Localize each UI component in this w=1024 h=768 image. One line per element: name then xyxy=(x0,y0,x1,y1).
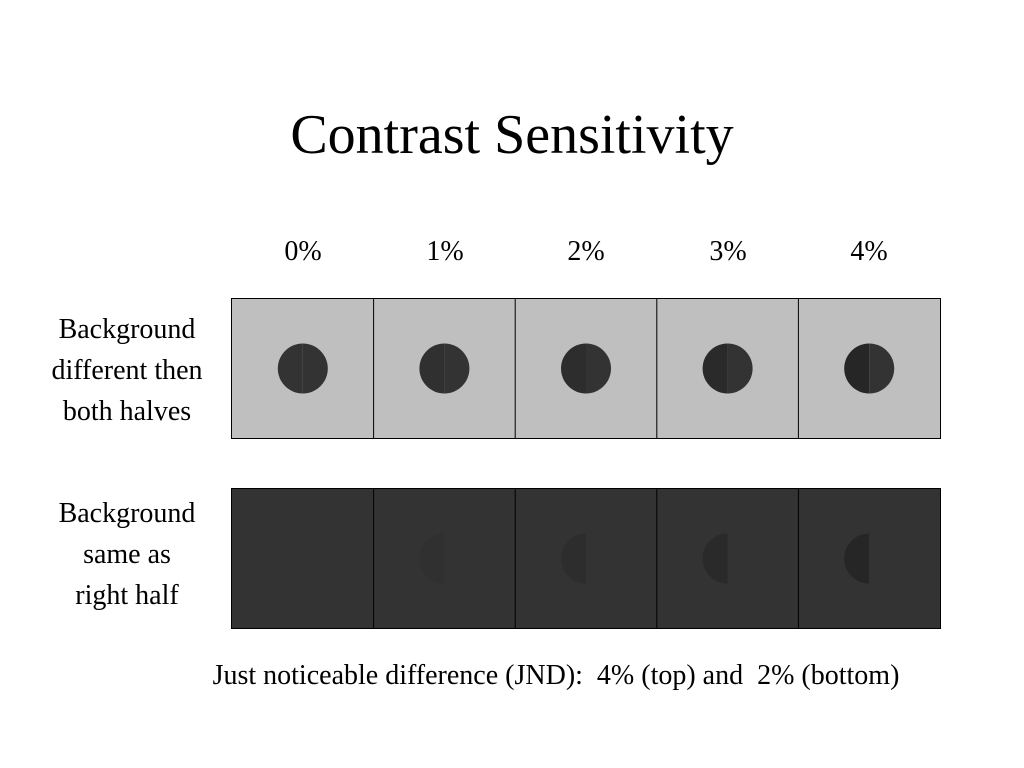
column-label-0: 0% xyxy=(284,236,322,267)
row-label-top-line-1: Background xyxy=(58,314,196,345)
row-label-bottom: Background same as right half xyxy=(28,493,226,616)
page-title: Contrast Sensitivity xyxy=(290,104,734,166)
disc-right-half-bottom-3 xyxy=(727,533,753,584)
disc-left-half-top-4 xyxy=(844,343,870,394)
row-label-top-line-2: different then xyxy=(51,355,203,386)
column-label-1: 1% xyxy=(426,236,464,267)
disc-left-half-bottom-2 xyxy=(561,533,586,584)
disc-right-half-bottom-0 xyxy=(302,533,328,584)
disc-left-half-top-3 xyxy=(702,343,728,394)
column-label-2: 2% xyxy=(567,236,605,267)
disc-right-half-bottom-1 xyxy=(444,533,470,584)
disc-right-half-top-0 xyxy=(302,343,328,394)
row-label-bottom-line-2: same as xyxy=(83,539,171,570)
jnd-caption: Just noticeable difference (JND): 4% (to… xyxy=(212,660,900,691)
stimulus-strip-top xyxy=(231,298,941,439)
row-label-bottom-line-1: Background xyxy=(58,498,196,529)
disc-right-half-bottom-2 xyxy=(586,533,611,584)
disc-right-half-top-2 xyxy=(586,343,611,394)
disc-left-half-top-0 xyxy=(277,343,303,394)
column-label-4: 4% xyxy=(850,236,888,267)
disc-left-half-bottom-4 xyxy=(844,533,870,584)
stimulus-strip-bottom-graphic xyxy=(232,489,940,628)
disc-left-half-top-2 xyxy=(561,343,586,394)
row-label-bottom-line-3: right half xyxy=(75,580,179,611)
disc-right-half-top-1 xyxy=(444,343,470,394)
row-label-top-line-3: both halves xyxy=(62,396,192,427)
column-label-3: 3% xyxy=(709,236,747,267)
disc-right-half-bottom-4 xyxy=(869,533,895,584)
disc-right-half-top-3 xyxy=(727,343,753,394)
stimulus-strip-bottom xyxy=(231,488,941,629)
disc-right-half-top-4 xyxy=(869,343,895,394)
disc-left-half-top-1 xyxy=(419,343,445,394)
disc-left-half-bottom-0 xyxy=(277,533,303,584)
disc-left-half-bottom-1 xyxy=(419,533,445,584)
row-label-top: Background different then both halves xyxy=(28,309,226,432)
stimulus-strip-top-graphic xyxy=(232,299,940,438)
disc-left-half-bottom-3 xyxy=(702,533,728,584)
